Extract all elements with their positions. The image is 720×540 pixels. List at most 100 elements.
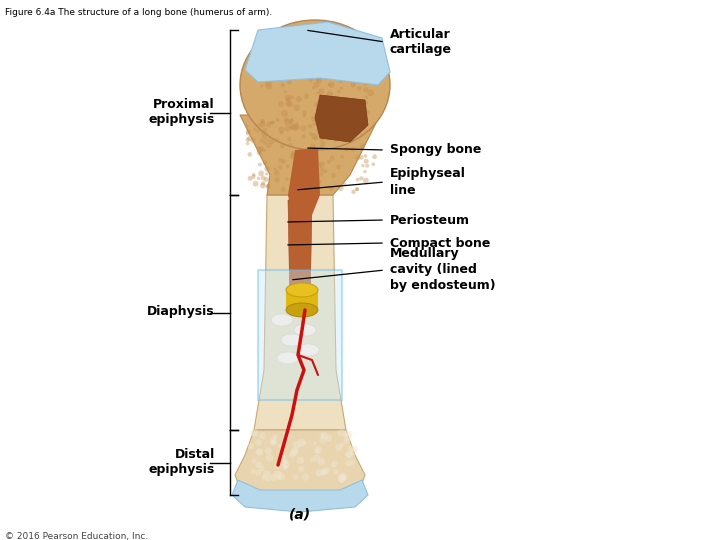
Circle shape xyxy=(323,32,328,36)
Circle shape xyxy=(315,469,323,477)
Circle shape xyxy=(313,82,320,88)
Circle shape xyxy=(343,60,349,66)
Circle shape xyxy=(338,429,345,437)
Circle shape xyxy=(297,185,302,189)
Circle shape xyxy=(294,178,298,182)
Circle shape xyxy=(256,449,262,454)
Circle shape xyxy=(328,82,335,88)
Circle shape xyxy=(361,109,367,114)
Circle shape xyxy=(269,122,271,125)
Circle shape xyxy=(326,112,332,118)
Circle shape xyxy=(355,60,359,64)
Circle shape xyxy=(318,122,324,127)
Text: Periosteum: Periosteum xyxy=(390,213,470,226)
Circle shape xyxy=(332,44,337,49)
Circle shape xyxy=(316,182,320,186)
Circle shape xyxy=(324,132,330,138)
Circle shape xyxy=(251,469,256,474)
Circle shape xyxy=(346,113,350,117)
Circle shape xyxy=(354,107,358,111)
Circle shape xyxy=(319,34,323,39)
Circle shape xyxy=(330,68,335,73)
Circle shape xyxy=(351,116,358,123)
Circle shape xyxy=(263,58,269,65)
Circle shape xyxy=(363,87,369,93)
Circle shape xyxy=(284,117,289,122)
Circle shape xyxy=(251,138,256,143)
Circle shape xyxy=(307,68,312,73)
Circle shape xyxy=(295,122,299,126)
Circle shape xyxy=(348,445,354,451)
Circle shape xyxy=(266,138,269,141)
Circle shape xyxy=(311,150,315,154)
Circle shape xyxy=(278,158,283,163)
Circle shape xyxy=(287,143,292,148)
Circle shape xyxy=(305,148,308,152)
Circle shape xyxy=(315,68,321,73)
Circle shape xyxy=(294,105,300,111)
Circle shape xyxy=(320,146,324,151)
Circle shape xyxy=(277,472,285,480)
Circle shape xyxy=(314,102,320,107)
Text: Figure 6.4a The structure of a long bone (humerus of arm).: Figure 6.4a The structure of a long bone… xyxy=(5,8,272,17)
Circle shape xyxy=(289,124,294,130)
Circle shape xyxy=(333,138,338,142)
Circle shape xyxy=(276,118,279,122)
Circle shape xyxy=(326,121,330,125)
Circle shape xyxy=(372,154,377,159)
Circle shape xyxy=(296,32,302,38)
Circle shape xyxy=(323,34,329,39)
Circle shape xyxy=(320,53,325,58)
Circle shape xyxy=(261,63,264,66)
Polygon shape xyxy=(288,200,312,310)
Circle shape xyxy=(351,126,357,132)
Circle shape xyxy=(346,451,352,458)
Circle shape xyxy=(309,132,312,136)
Circle shape xyxy=(344,437,351,444)
Circle shape xyxy=(310,147,316,153)
Circle shape xyxy=(279,458,287,466)
Circle shape xyxy=(251,429,258,437)
Circle shape xyxy=(310,458,315,462)
Circle shape xyxy=(310,144,316,149)
Circle shape xyxy=(248,443,254,449)
Text: Distal
epiphysis: Distal epiphysis xyxy=(149,448,215,476)
Circle shape xyxy=(274,177,280,183)
Circle shape xyxy=(363,170,366,173)
Circle shape xyxy=(342,182,346,186)
Circle shape xyxy=(364,154,367,158)
Circle shape xyxy=(329,129,333,132)
Circle shape xyxy=(279,58,283,62)
Circle shape xyxy=(253,128,256,131)
Circle shape xyxy=(281,110,288,117)
Circle shape xyxy=(297,438,305,447)
Circle shape xyxy=(308,78,312,83)
Circle shape xyxy=(259,146,264,152)
Circle shape xyxy=(262,65,269,72)
Circle shape xyxy=(319,165,322,168)
Text: Diaphysis: Diaphysis xyxy=(148,306,215,319)
Circle shape xyxy=(307,124,312,129)
Circle shape xyxy=(349,117,352,120)
Circle shape xyxy=(298,39,304,45)
Circle shape xyxy=(262,134,267,139)
Circle shape xyxy=(298,465,305,472)
Circle shape xyxy=(349,116,355,120)
Circle shape xyxy=(284,90,287,93)
Circle shape xyxy=(286,97,290,102)
Circle shape xyxy=(337,90,341,93)
Circle shape xyxy=(339,120,344,125)
Circle shape xyxy=(325,135,328,138)
Circle shape xyxy=(246,131,251,136)
Circle shape xyxy=(356,178,359,181)
Circle shape xyxy=(260,84,264,87)
Circle shape xyxy=(279,131,283,134)
Circle shape xyxy=(318,129,323,133)
Circle shape xyxy=(268,77,274,83)
Circle shape xyxy=(340,442,344,447)
Circle shape xyxy=(343,430,349,437)
Circle shape xyxy=(346,97,350,100)
Circle shape xyxy=(343,132,347,136)
Circle shape xyxy=(363,178,369,184)
Circle shape xyxy=(265,448,271,455)
